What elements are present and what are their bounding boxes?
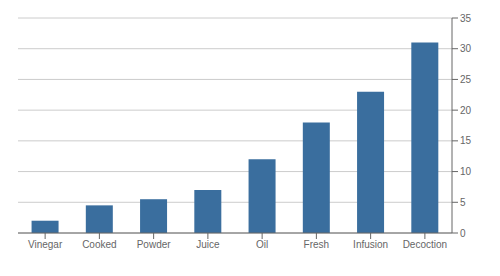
svg-text:Juice: Juice [196,239,220,250]
svg-text:15: 15 [460,135,472,146]
svg-text:Oil: Oil [256,239,268,250]
svg-text:Fresh: Fresh [304,239,330,250]
svg-text:35: 35 [460,13,472,24]
svg-text:Vinegar: Vinegar [28,239,63,250]
svg-text:Powder: Powder [137,239,172,250]
svg-text:30: 30 [460,43,472,54]
svg-text:Infusion: Infusion [353,239,388,250]
svg-text:20: 20 [460,105,472,116]
svg-text:10: 10 [460,166,472,177]
svg-text:Decoction: Decoction [403,239,447,250]
svg-text:25: 25 [460,74,472,85]
svg-text:5: 5 [460,197,466,208]
svg-text:Cooked: Cooked [82,239,116,250]
svg-text:0: 0 [460,228,466,239]
